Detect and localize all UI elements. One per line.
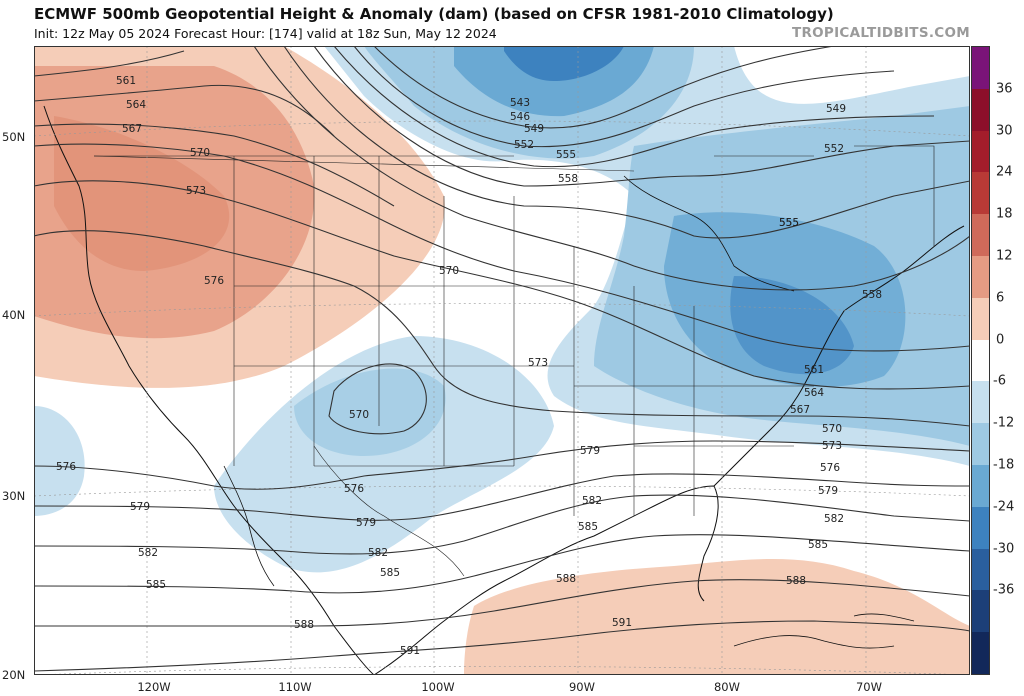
colorbar-tick-label: 18	[996, 206, 1013, 222]
colorbar-tick-label: -30	[993, 541, 1015, 557]
contour-label: 570	[349, 409, 369, 421]
contour-label: 546	[510, 111, 530, 123]
contour-label: 552	[824, 143, 844, 155]
contour-label: 573	[822, 440, 842, 452]
colorbar-segment	[972, 256, 989, 299]
colorbar-tick-label: -24	[993, 499, 1015, 515]
lon-label: 90W	[568, 680, 596, 694]
lat-lon-grid	[34, 46, 970, 675]
contour-label: 579	[356, 517, 376, 529]
contour-label: 570	[190, 147, 210, 159]
lat-label: 20N	[2, 668, 26, 682]
colorbar-segment	[972, 548, 989, 591]
colorbar-segment	[972, 381, 989, 424]
contour-label: 567	[122, 123, 142, 135]
colorbar-tick-label: 0	[996, 332, 1005, 348]
height-contours	[34, 46, 970, 672]
colorbar-tick-label: 12	[996, 248, 1013, 264]
contour-label: 564	[126, 99, 146, 111]
anomaly-shading	[34, 46, 970, 675]
contour-label: 552	[514, 139, 534, 151]
lat-label: 50N	[2, 130, 26, 144]
contour-label: 585	[380, 567, 400, 579]
contour-label: 588	[556, 573, 576, 585]
contour-label: 579	[130, 501, 150, 513]
lat-label: 30N	[2, 489, 26, 503]
contour-label: 558	[558, 173, 578, 185]
contour-label: 567	[790, 404, 810, 416]
contour-label: 585	[146, 579, 166, 591]
contour-label: 561	[804, 364, 824, 376]
colorbar-tick-label: 36	[996, 81, 1013, 97]
contour-label: 576	[204, 275, 224, 287]
colorbar-segment	[972, 465, 989, 508]
contour-label: 588	[786, 575, 806, 587]
contour-label: 555	[556, 149, 576, 161]
lon-label: 110W	[278, 680, 312, 694]
contour-label: 582	[824, 513, 844, 525]
contour-label: 585	[578, 521, 598, 533]
chart-subtitle: Init: 12z May 05 2024 Forecast Hour: [17…	[34, 26, 497, 41]
contour-labels: 561 564 567 570 573 576 570 573 570 576 …	[56, 75, 882, 657]
lon-label: 70W	[855, 680, 883, 694]
colorbar-segment	[972, 297, 989, 341]
contour-label: 582	[138, 547, 158, 559]
contour-label: 582	[368, 547, 388, 559]
colorbar-segment	[972, 632, 989, 675]
coastlines	[43, 105, 965, 675]
contour-label: 570	[439, 265, 459, 277]
contour-label: 573	[528, 357, 548, 369]
contour-label: 579	[580, 445, 600, 457]
colorbar-tick-label: 24	[996, 164, 1013, 180]
contour-label: 588	[294, 619, 314, 631]
contour-label: 591	[400, 645, 420, 657]
contour-label: 549	[826, 103, 846, 115]
contour-label: 564	[804, 387, 824, 399]
colorbar-segment	[972, 423, 989, 466]
colorbar-segment	[972, 590, 989, 633]
colorbar-tick-label: -18	[993, 457, 1015, 473]
colorbar-segment	[972, 339, 989, 382]
contour-label: 582	[582, 495, 602, 507]
contour-label: 576	[344, 483, 364, 495]
lon-label: 120W	[137, 680, 171, 694]
colorbar-segment	[972, 47, 989, 90]
colorbar-segment	[972, 130, 989, 173]
colorbar-segment	[972, 172, 989, 215]
contour-label: 543	[510, 97, 530, 109]
chart-title: ECMWF 500mb Geopotential Height & Anomal…	[34, 5, 834, 23]
contour-label: 561	[116, 75, 136, 87]
anomaly-colorbar	[971, 46, 990, 675]
contour-label: 558	[862, 289, 882, 301]
anomaly-map: 561 564 567 570 573 576 570 573 570 576 …	[34, 46, 970, 675]
colorbar-tick-label: 30	[996, 123, 1013, 139]
contour-label: 573	[186, 185, 206, 197]
colorbar-tick-label: 6	[996, 290, 1005, 306]
contour-label: 549	[524, 123, 544, 135]
brand-watermark[interactable]: TROPICALTIDBITS.COM	[791, 25, 970, 41]
contour-label: 555	[779, 217, 799, 229]
contour-label: 576	[820, 462, 840, 474]
contour-label: 555	[779, 217, 799, 229]
lon-label: 80W	[713, 680, 741, 694]
contour-label: 579	[818, 485, 838, 497]
colorbar-tick-label: -36	[993, 582, 1015, 598]
colorbar-tick-label: -6	[993, 373, 1006, 389]
colorbar-segment	[972, 88, 989, 132]
colorbar-tick-label: -12	[993, 415, 1015, 431]
contour-label: 591	[612, 617, 632, 629]
colorbar-segment	[972, 506, 989, 550]
colorbar-segment	[972, 214, 989, 257]
contour-label: 585	[808, 539, 828, 551]
contour-label: 576	[56, 461, 76, 473]
lon-label: 100W	[421, 680, 455, 694]
contour-label: 570	[822, 423, 842, 435]
lat-label: 40N	[2, 308, 26, 322]
